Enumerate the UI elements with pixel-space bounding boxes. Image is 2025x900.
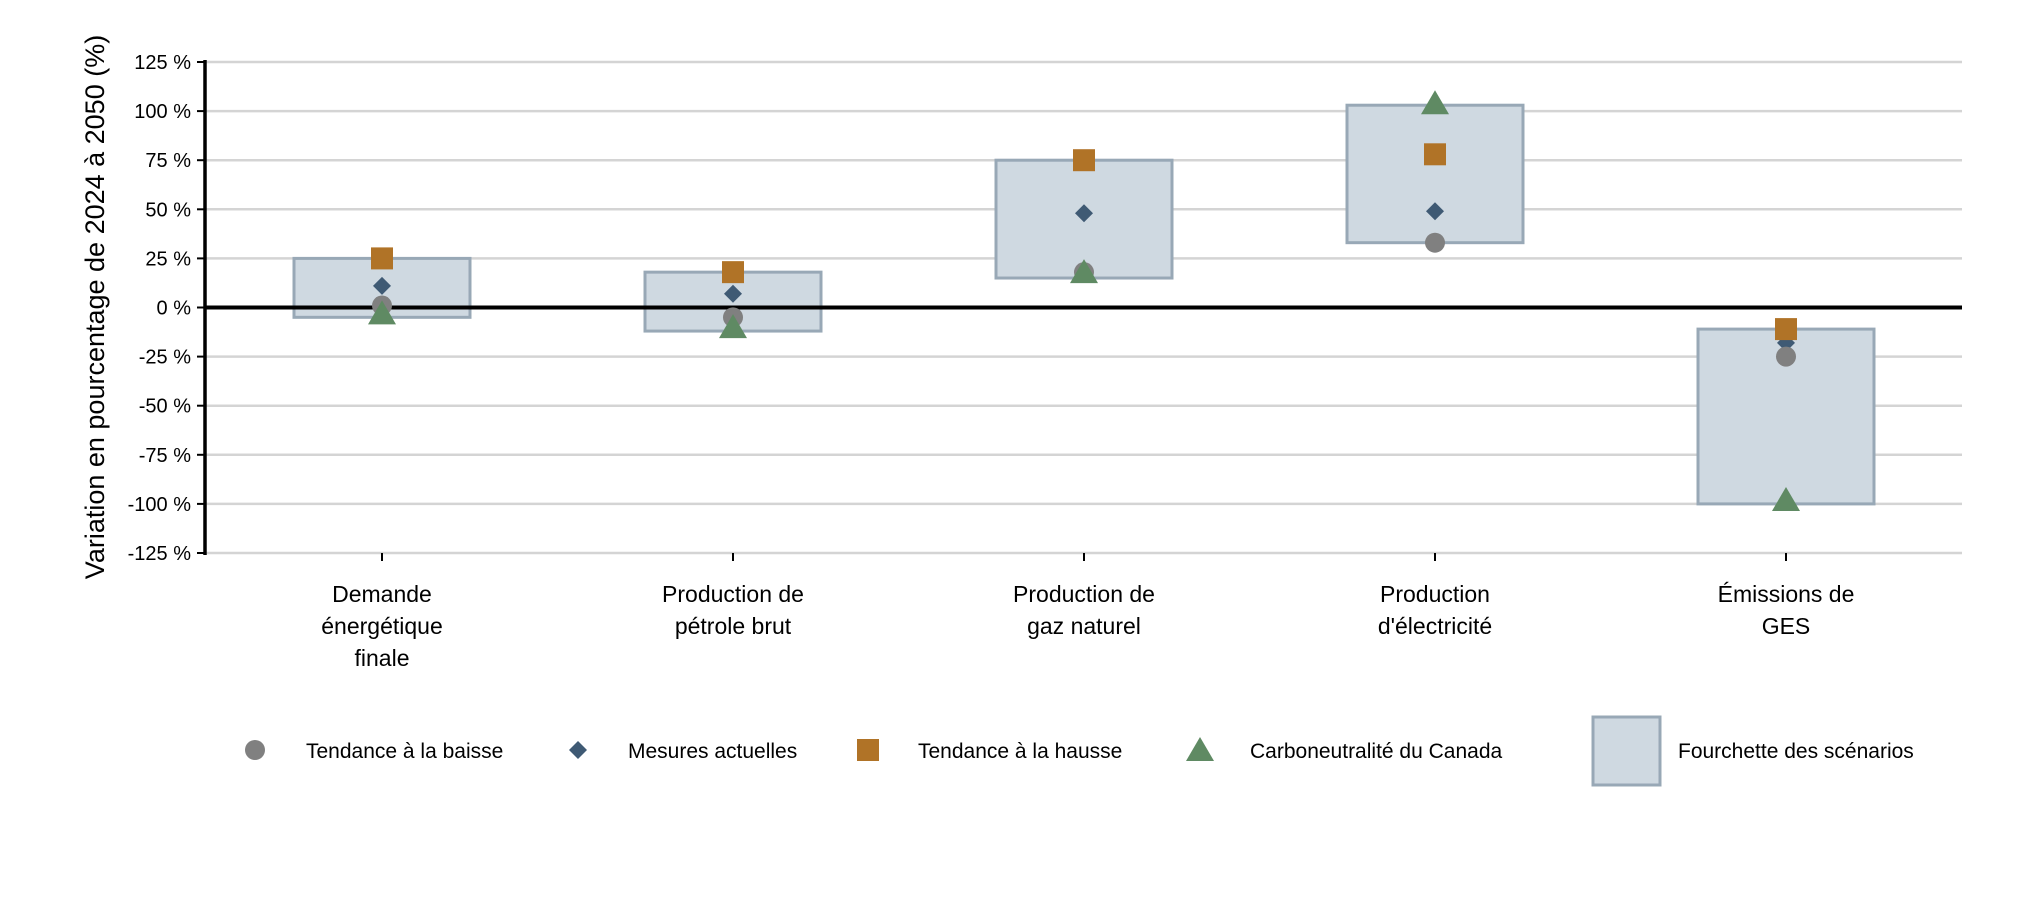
legend-label: Carboneutralité du Canada xyxy=(1250,740,1502,763)
data-point-diamond xyxy=(1075,204,1093,223)
data-point-diamond xyxy=(724,284,742,303)
x-category-label: Production de pétrole brut xyxy=(662,581,804,639)
data-point-triangle xyxy=(1772,486,1800,511)
y-axis-title: Variation en pourcentage de 2024 à 2050 … xyxy=(80,35,110,579)
data-markers xyxy=(368,90,1800,511)
legend-marker-square xyxy=(857,739,879,761)
legend-range-swatch xyxy=(1591,715,1662,787)
y-tick-label: 75 % xyxy=(145,150,191,172)
x-category-label: Demande énergétique finale xyxy=(321,581,443,671)
y-tick-label: 50 % xyxy=(145,199,191,221)
data-point-square xyxy=(1424,143,1446,166)
y-tick-label: -25 % xyxy=(139,347,191,369)
legend-label: Fourchette des scénarios xyxy=(1678,740,1914,763)
data-point-diamond xyxy=(373,276,391,295)
legend-label: Tendance à la baisse xyxy=(306,740,503,763)
axis-labels: 125 % 100 % 75 % 50 % 25 % 0 % -25 % -50 % -75 %… xyxy=(128,52,1855,671)
y-tick-label: -50 % xyxy=(139,396,191,418)
data-point-square xyxy=(1775,318,1797,341)
data-point-triangle xyxy=(368,300,396,325)
data-point-circle xyxy=(1776,346,1796,367)
data-point-diamond xyxy=(1426,202,1444,221)
x-category-label: Production de gaz naturel xyxy=(1013,581,1155,639)
legend-marker-circle xyxy=(245,740,265,760)
x-category-label: Émissions de GES xyxy=(1718,581,1855,639)
data-point-square xyxy=(371,247,393,270)
y-tick-label: 0 % xyxy=(157,298,192,320)
scenario-range-box xyxy=(1345,103,1525,245)
x-category-label: Production d'électricité xyxy=(1378,581,1492,639)
legend-marker-triangle xyxy=(1186,737,1214,761)
legend: Tendance à la baisse Mesures actuelles Ten… xyxy=(245,715,1914,787)
y-tick-label: -125 % xyxy=(128,543,192,565)
legend-label: Tendance à la hausse xyxy=(918,740,1122,763)
axes xyxy=(197,60,1962,561)
data-point-circle xyxy=(1425,232,1445,253)
legend-marker-diamond xyxy=(569,741,587,759)
y-tick-label: 125 % xyxy=(134,52,191,74)
y-tick-label: -75 % xyxy=(139,445,191,467)
data-point-triangle xyxy=(1070,259,1098,284)
data-point-square xyxy=(722,261,744,284)
y-tick-label: -100 % xyxy=(128,494,192,516)
y-tick-label: 100 % xyxy=(134,101,191,123)
y-tick-label: 25 % xyxy=(145,248,191,270)
legend-label: Mesures actuelles xyxy=(628,740,797,763)
data-point-triangle xyxy=(719,314,747,339)
data-point-square xyxy=(1073,149,1095,172)
data-point-triangle xyxy=(1421,90,1449,115)
